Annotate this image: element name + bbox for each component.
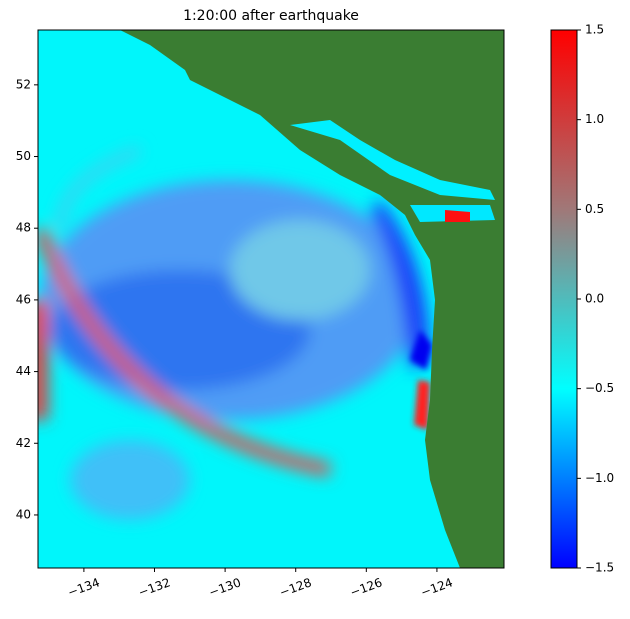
colorbar-tick-label: 0.0 <box>585 292 604 306</box>
land <box>120 30 504 568</box>
x-tick-label: −134 <box>66 575 102 599</box>
x-tick-label: −126 <box>348 575 384 599</box>
y-tick-label: 42 <box>16 436 31 450</box>
chart-title: 1:20:00 after earthquake <box>183 8 359 24</box>
colorbar-tick-label: −0.5 <box>585 381 614 395</box>
x-tick-label: −132 <box>136 575 172 599</box>
plot-frame <box>37 29 505 569</box>
colorbar-tick-label: −1.5 <box>585 561 614 575</box>
colorbar <box>550 29 578 569</box>
y-tick-label: 40 <box>16 507 31 521</box>
strait <box>290 120 495 200</box>
colorbar-tick-label: −1.0 <box>585 471 614 485</box>
colorbar-tick-label: 1.5 <box>585 23 604 37</box>
y-tick-label: 52 <box>16 77 31 91</box>
x-tick-label: −124 <box>419 575 455 599</box>
colorbar-tick-label: 0.5 <box>585 202 604 216</box>
y-tick-label: 50 <box>16 149 31 163</box>
x-tick-label: −128 <box>278 575 314 599</box>
colorbar-tick-label: 1.0 <box>585 112 604 126</box>
y-tick-label: 46 <box>16 292 31 306</box>
y-tick-label: 48 <box>16 221 31 235</box>
x-tick-label: −130 <box>207 575 243 599</box>
field <box>38 30 504 568</box>
y-tick-label: 44 <box>16 364 31 378</box>
